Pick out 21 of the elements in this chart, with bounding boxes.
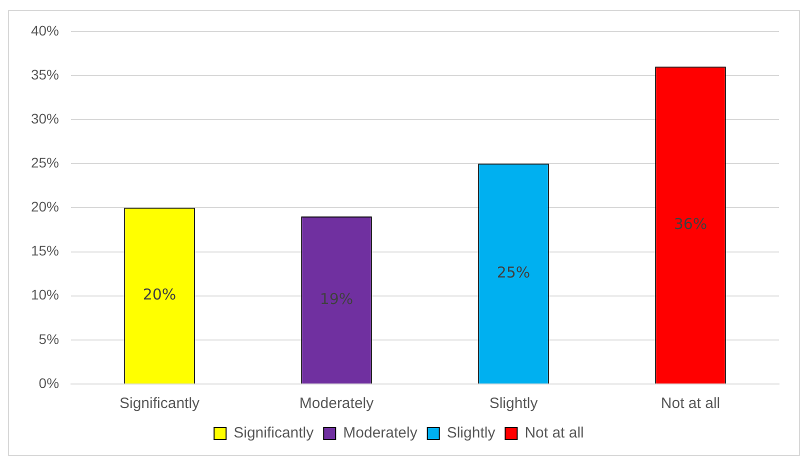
y-tick-label: 20% <box>30 198 60 215</box>
y-tick-label: 10% <box>30 286 60 303</box>
legend-label: Moderately <box>343 424 418 442</box>
y-tick-label: 25% <box>30 154 60 170</box>
y-tick-label: 40% <box>30 22 60 38</box>
x-tick-label: Slightly <box>489 395 538 412</box>
y-tick-label: 0% <box>38 374 60 391</box>
y-tick-label: 15% <box>30 242 60 259</box>
data-label: 36% <box>674 214 708 233</box>
data-label: 19% <box>320 290 354 308</box>
data-label: 25% <box>496 263 530 282</box>
y-tick-label: 5% <box>38 330 60 347</box>
x-tick-label: Not at all <box>660 395 720 412</box>
x-tick-label: Moderately <box>299 395 374 412</box>
legend-label: Not at all <box>524 424 584 442</box>
y-tick-label: 35% <box>30 66 60 82</box>
y-tick-label: 30% <box>30 110 60 126</box>
data-label: 20% <box>142 285 176 304</box>
legend-label: Slightly <box>446 424 496 442</box>
x-tick-label: Significantly <box>119 395 200 412</box>
legend-label: Significantly <box>234 424 314 442</box>
